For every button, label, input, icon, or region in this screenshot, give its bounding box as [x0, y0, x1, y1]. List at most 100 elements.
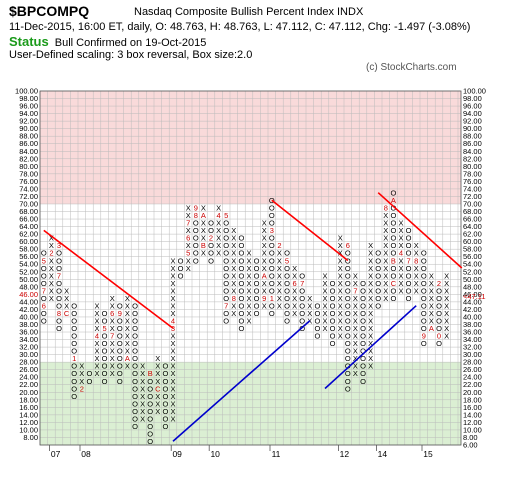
o-box: O	[299, 271, 305, 280]
x-box: X	[353, 301, 358, 310]
o-box: O	[269, 279, 275, 288]
o-box: O	[406, 249, 412, 258]
x-box: X	[292, 286, 297, 295]
o-box: O	[132, 362, 138, 371]
x-box: X	[186, 204, 191, 213]
x-box: X	[170, 392, 175, 401]
x-box: X	[246, 249, 251, 258]
x-box: X	[246, 286, 251, 295]
x-box: X	[383, 211, 388, 220]
o-box: O	[436, 286, 442, 295]
o-box: O	[162, 422, 168, 431]
x-box: X	[155, 399, 160, 408]
o-box: O	[406, 226, 412, 235]
x-box: X	[155, 407, 160, 416]
o-box: O	[269, 264, 275, 273]
o-box: O	[254, 264, 260, 273]
o-box: O	[314, 301, 320, 310]
o-box: O	[360, 369, 366, 378]
y-axis-tick-label-right: 12.00	[463, 418, 482, 427]
x-box: X	[398, 241, 403, 250]
x-box: X	[170, 399, 175, 408]
x-box: X	[414, 264, 419, 273]
o-box: O	[223, 219, 229, 228]
o-box: O	[193, 241, 199, 250]
month-marker: 5	[285, 256, 289, 265]
x-box: X	[216, 226, 221, 235]
x-box: X	[246, 271, 251, 280]
y-axis-tick-label-left: 28.00	[19, 358, 38, 367]
x-box: X	[140, 392, 145, 401]
month-marker: 9	[262, 294, 266, 303]
o-box: O	[147, 392, 153, 401]
o-box: O	[132, 392, 138, 401]
x-box: X	[307, 294, 312, 303]
o-box: O	[269, 241, 275, 250]
status-row: Status Bull Confirmed on 19-Oct-2015	[9, 34, 206, 49]
o-box: O	[147, 430, 153, 439]
x-box: X	[277, 279, 282, 288]
o-box: O	[238, 271, 244, 280]
x-box: X	[338, 324, 343, 333]
o-box: O	[406, 241, 412, 250]
x-box: X	[140, 414, 145, 423]
overbought-zone	[40, 91, 461, 204]
x-box: X	[444, 324, 449, 333]
y-axis-tick-label-left: 66.00	[19, 215, 38, 224]
x-box: X	[277, 301, 282, 310]
o-box: O	[330, 279, 336, 288]
o-box: O	[299, 286, 305, 295]
x-box: X	[201, 234, 206, 243]
x-box: X	[125, 339, 130, 348]
o-box: O	[436, 309, 442, 318]
x-box: X	[444, 279, 449, 288]
y-axis-tick-label-left: 98.00	[19, 94, 38, 103]
month-marker: C	[155, 384, 161, 393]
x-box: X	[110, 362, 115, 371]
y-axis-tick-label-right: 6.00	[463, 441, 478, 450]
o-box: O	[390, 286, 396, 295]
x-box: X	[307, 309, 312, 318]
x-box: X	[170, 294, 175, 303]
o-box: O	[71, 347, 77, 356]
o-box: O	[254, 301, 260, 310]
o-box: O	[178, 264, 184, 273]
x-box: X	[398, 234, 403, 243]
x-box: X	[170, 369, 175, 378]
x-box: X	[170, 301, 175, 310]
x-box: X	[125, 309, 130, 318]
month-marker: 8	[194, 211, 198, 220]
x-box: X	[201, 249, 206, 258]
o-box: O	[269, 234, 275, 243]
o-box: O	[117, 339, 123, 348]
o-box: O	[269, 256, 275, 265]
y-axis-tick-label-right: 74.00	[463, 184, 482, 193]
y-axis-tick-label-right: 32.00	[463, 343, 482, 352]
x-box: X	[353, 369, 358, 378]
x-box: X	[262, 286, 267, 295]
x-box: X	[414, 286, 419, 295]
o-box: O	[360, 324, 366, 333]
month-marker: 7	[407, 256, 411, 265]
month-marker: 6	[346, 241, 350, 250]
y-axis-tick-label-left: 76.00	[19, 177, 38, 186]
x-box: X	[94, 354, 99, 363]
x-box: X	[368, 286, 373, 295]
x-box: X	[231, 249, 236, 258]
x-box: X	[94, 317, 99, 326]
x-box: X	[170, 347, 175, 356]
o-box: O	[178, 271, 184, 280]
month-marker: B	[201, 241, 206, 250]
x-box: X	[383, 226, 388, 235]
resistance-trendline	[271, 199, 349, 262]
x-box: X	[231, 241, 236, 250]
o-box: O	[375, 264, 381, 273]
x-box: X	[429, 279, 434, 288]
x-box: X	[94, 369, 99, 378]
x-box: X	[231, 234, 236, 243]
y-axis-tick-label-right: 28.00	[463, 358, 482, 367]
y-axis-tick-label-right: 8.00	[463, 433, 478, 442]
x-box: X	[353, 354, 358, 363]
month-marker: 8	[384, 204, 388, 213]
o-box: O	[208, 241, 214, 250]
